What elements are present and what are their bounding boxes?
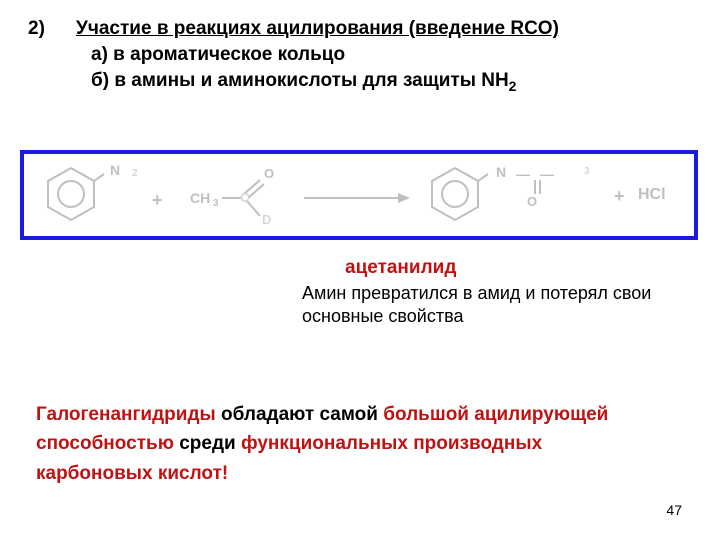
- slide: 2) Участие в реакциях ацилирования (введ…: [0, 0, 720, 540]
- plus-1: +: [152, 190, 163, 211]
- bottom-line-1: Галогенангидриды обладают самой большой …: [36, 400, 681, 429]
- bottom-statement: Галогенангидриды обладают самой большой …: [36, 400, 681, 488]
- bottom-l2-red2: функциональных производных: [241, 433, 542, 454]
- bottom-l1-red1: Галогенангидриды: [36, 404, 216, 425]
- heading-number: 2): [28, 18, 76, 40]
- label-2: 2: [132, 168, 138, 179]
- label-C: C: [240, 190, 249, 205]
- subitem-b: б) в амины и аминокислоты для защиты NH2: [91, 70, 692, 94]
- heading-row: 2) Участие в реакциях ацилирования (введ…: [28, 18, 692, 40]
- label-O2: O: [527, 194, 537, 209]
- product-description: Амин превратился в амид и потерял свои о…: [302, 282, 664, 327]
- label-3a: 3: [213, 198, 219, 209]
- bottom-l1-red2: большой ацилирующей: [383, 404, 608, 425]
- page-number: 47: [666, 502, 682, 518]
- bottom-l1-black: обладают самой: [216, 404, 383, 425]
- benzene-left-icon: [38, 162, 108, 228]
- bottom-l2-red1: способностью: [36, 433, 174, 454]
- reaction-box: N 2 + CH 3 O C D: [20, 150, 698, 240]
- bottom-line-3: карбоновых кислот!: [36, 459, 681, 488]
- label-D: D: [262, 212, 271, 227]
- label-HCl: HCl: [638, 186, 666, 204]
- label-CH: CH: [190, 190, 210, 206]
- label-3b: 3: [584, 166, 590, 177]
- heading-title: Участие в реакциях ацилирования (введени…: [76, 18, 559, 40]
- bottom-line-2: способностью среди функциональных произв…: [36, 429, 681, 458]
- subitem-a: а) в ароматическое кольцо: [91, 44, 692, 66]
- benzene-right-icon: [422, 162, 492, 228]
- product-name: ацетанилид: [345, 257, 456, 279]
- subitem-b-text: б) в амины и аминокислоты для защиты NH: [91, 70, 509, 91]
- label-O1: O: [264, 166, 274, 181]
- reaction-content: N 2 + CH 3 O C D: [24, 154, 694, 236]
- label-dash1: —: [516, 166, 530, 182]
- subitem-b-sub: 2: [509, 78, 517, 94]
- label-N2: N: [496, 164, 505, 180]
- label-N1: N: [110, 162, 120, 178]
- plus-2: +: [614, 186, 625, 207]
- bottom-l2-black: среди: [174, 433, 241, 454]
- arrow-icon: [302, 188, 412, 208]
